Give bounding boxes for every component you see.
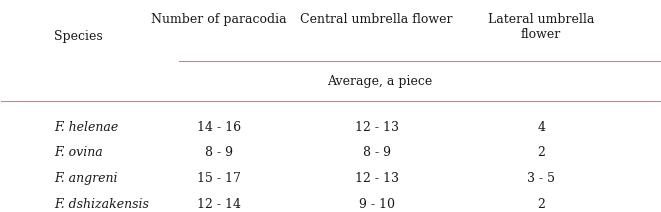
Text: 12 - 13: 12 - 13 [354, 172, 399, 186]
Text: Lateral umbrella
flower: Lateral umbrella flower [488, 13, 594, 41]
Text: 4: 4 [537, 121, 545, 134]
Text: 14 - 16: 14 - 16 [196, 121, 241, 134]
Text: 15 - 17: 15 - 17 [197, 172, 241, 186]
Text: 2: 2 [537, 198, 545, 211]
Text: F. helenae: F. helenae [54, 121, 118, 134]
Text: 2: 2 [537, 146, 545, 159]
Text: Central umbrella flower: Central umbrella flower [300, 13, 453, 26]
Text: 12 - 14: 12 - 14 [196, 198, 241, 211]
Text: F. dshizakensis: F. dshizakensis [54, 198, 149, 211]
Text: 8 - 9: 8 - 9 [363, 146, 391, 159]
Text: F. ovina: F. ovina [54, 146, 103, 159]
Text: Species: Species [54, 30, 103, 43]
Text: Number of paracodia: Number of paracodia [151, 13, 286, 26]
Text: 12 - 13: 12 - 13 [354, 121, 399, 134]
Text: Average, a piece: Average, a piece [327, 75, 432, 88]
Text: 8 - 9: 8 - 9 [205, 146, 233, 159]
Text: 9 - 10: 9 - 10 [358, 198, 395, 211]
Text: F. angreni: F. angreni [54, 172, 118, 186]
Text: 3 - 5: 3 - 5 [527, 172, 555, 186]
